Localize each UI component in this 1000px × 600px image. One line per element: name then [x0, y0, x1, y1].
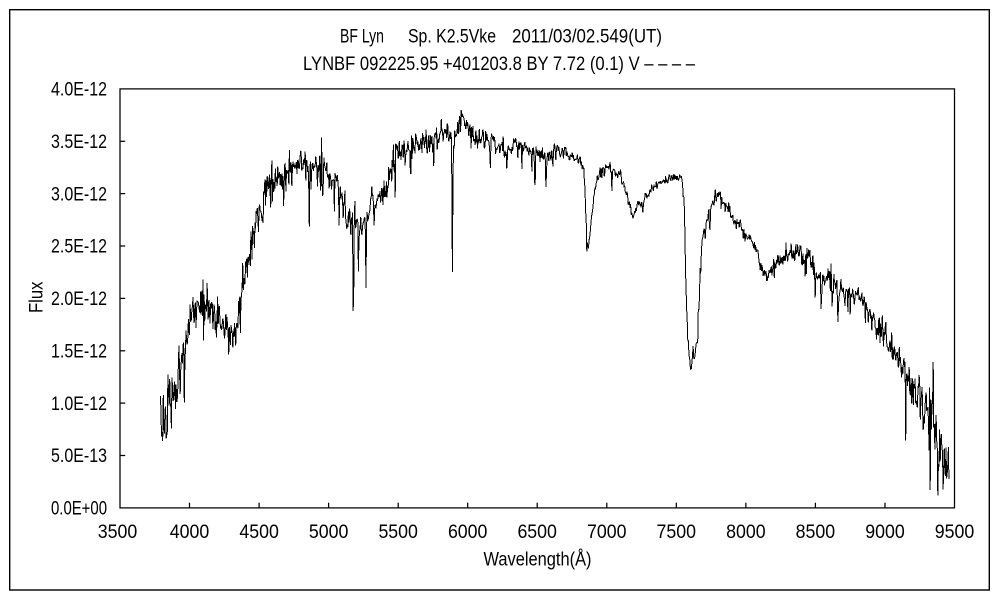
svg-text:9500: 9500: [935, 522, 975, 543]
svg-text:3500: 3500: [98, 522, 138, 543]
svg-text:7500: 7500: [657, 522, 697, 543]
svg-text:8000: 8000: [726, 522, 766, 543]
svg-text:3.5E-12: 3.5E-12: [51, 132, 107, 153]
svg-text:5.0E-13: 5.0E-13: [51, 446, 107, 467]
svg-text:1.5E-12: 1.5E-12: [51, 342, 107, 363]
svg-text:5500: 5500: [378, 522, 418, 543]
svg-text:Flux: Flux: [26, 281, 47, 313]
svg-text:7000: 7000: [587, 522, 627, 543]
svg-text:4000: 4000: [170, 522, 210, 543]
svg-text:3.0E-12: 3.0E-12: [51, 184, 107, 205]
svg-text:4500: 4500: [239, 522, 279, 543]
svg-text:LYNBF 092225.95 +401203.8 BY 7: LYNBF 092225.95 +401203.8 BY 7.72 (0.1) …: [303, 54, 695, 75]
svg-text:5000: 5000: [309, 522, 349, 543]
svg-text:0.0E+00: 0.0E+00: [51, 499, 107, 520]
svg-text:6500: 6500: [517, 522, 557, 543]
svg-text:6000: 6000: [448, 522, 488, 543]
svg-text:4.0E-12: 4.0E-12: [51, 80, 107, 101]
svg-text:8500: 8500: [796, 522, 836, 543]
svg-text:9000: 9000: [865, 522, 905, 543]
svg-text:2.5E-12: 2.5E-12: [51, 237, 107, 258]
svg-text:2.0E-12: 2.0E-12: [51, 289, 107, 310]
svg-text:Wavelength(Å): Wavelength(Å): [484, 550, 592, 571]
svg-text:1.0E-12: 1.0E-12: [51, 394, 107, 415]
